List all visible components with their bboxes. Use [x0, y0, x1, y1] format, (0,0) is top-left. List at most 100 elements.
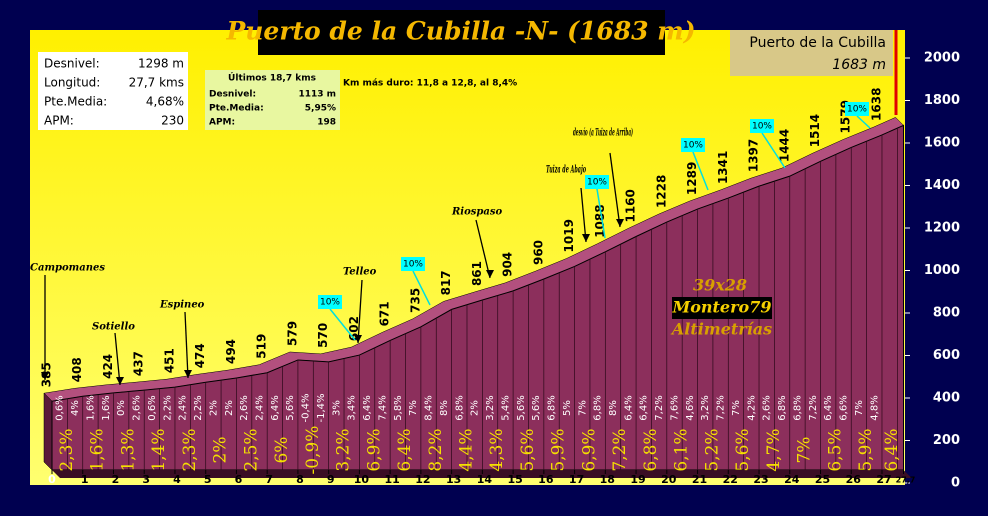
- half-km-grade: 0,6%: [55, 395, 66, 420]
- summit-name: Puerto de la Cubilla: [749, 35, 886, 51]
- elevation-label: 1341: [716, 151, 730, 184]
- x-tick-label: 27,7: [896, 476, 916, 485]
- km-grade: 2,3%: [180, 428, 200, 471]
- summary-label: Pte.Media:: [44, 95, 107, 109]
- x-tick-label: 1: [81, 473, 89, 486]
- km-grade: 3,2%: [334, 428, 354, 471]
- half-km-grade: 3%: [331, 400, 342, 416]
- km-grade: 6%: [272, 437, 292, 464]
- steep-box: [750, 119, 774, 133]
- x-tick-label: 9: [327, 473, 335, 486]
- half-km-grade: 1,6%: [101, 395, 112, 420]
- annotation-arrow: [184, 311, 189, 379]
- km-grade: 2%: [211, 437, 231, 464]
- km-grade: 2,3%: [57, 428, 77, 471]
- x-tick-label: 0: [48, 473, 56, 486]
- x-tick-label: 26: [846, 473, 862, 486]
- elevation-label: 960: [531, 240, 545, 265]
- elevation-label: 408: [70, 357, 84, 382]
- half-km-grade: 2%: [224, 400, 235, 416]
- annotation-arrow: [609, 152, 621, 228]
- steep-box: [318, 295, 342, 309]
- half-km-grade: 4,8%: [869, 395, 880, 420]
- y-tick-label: 800: [933, 306, 960, 321]
- km-grade: 7%: [795, 437, 815, 464]
- half-km-grade: 7,2%: [716, 395, 727, 420]
- x-tick-label: 24: [784, 473, 800, 486]
- half-km-grade: 6,6%: [839, 395, 850, 420]
- x-tick-label: 7: [265, 473, 273, 486]
- x-tick-label: 10: [354, 473, 370, 486]
- half-km-grade: 1,6%: [85, 395, 96, 420]
- half-km-grade: 0,6%: [147, 395, 158, 420]
- half-km-grade: 0%: [116, 400, 127, 416]
- x-tick-label: 8: [296, 473, 304, 486]
- y-tick-label: 1200: [924, 221, 960, 236]
- km-grade: 5,9%: [856, 428, 876, 471]
- elevation-label: 735: [408, 288, 422, 313]
- summary-value: 27,7 kms: [129, 76, 184, 90]
- elevation-label: 1638: [869, 88, 883, 121]
- half-km-grade: 6,8%: [454, 395, 465, 420]
- km-grade: 5,6%: [733, 428, 753, 471]
- half-km-grade: 2,2%: [193, 395, 204, 420]
- half-km-grade: 8%: [439, 400, 450, 416]
- half-km-grade: 6,8%: [777, 395, 788, 420]
- last-section-box: [205, 70, 340, 130]
- x-tick-label: 17: [569, 473, 584, 486]
- km-grade: 1,6%: [88, 428, 108, 471]
- arrow-head: [616, 219, 624, 227]
- half-km-grade: 7%: [408, 400, 419, 416]
- annotation-arrow: [475, 219, 491, 279]
- elevation-label: 437: [132, 351, 146, 376]
- steep-leader: [761, 132, 786, 169]
- half-km-grade: 4%: [70, 400, 81, 416]
- km-grade: 1,3%: [118, 428, 138, 471]
- half-km-grade: 6,4%: [639, 395, 650, 420]
- x-tick-label: 21: [692, 473, 707, 486]
- annotation: Espineo: [159, 300, 205, 311]
- arrow-head: [354, 335, 362, 343]
- arrow-head: [582, 234, 590, 242]
- elevation-label: 451: [162, 348, 176, 373]
- half-km-grade: 3,2%: [700, 395, 711, 420]
- annotation: Riospaso: [451, 207, 503, 218]
- annotation: desvío (a Tuiza de Arriba): [573, 128, 633, 139]
- elevation-label: 424: [101, 354, 115, 379]
- steep-leader: [692, 151, 709, 191]
- x-tick-label: 12: [415, 473, 430, 486]
- hardest-km: Km más duro: 11,8 a 12,8, al 8,4%: [343, 79, 517, 89]
- x-tick-label: 20: [661, 473, 677, 486]
- half-km-grade: 4,2%: [746, 395, 757, 420]
- chart-title: Puerto de la Cubilla -N- (1683 m): [225, 17, 695, 46]
- steep-box: [681, 138, 705, 152]
- credit: Montero79: [672, 298, 772, 317]
- x-tick-label: 18: [600, 473, 615, 486]
- half-km-grade: 7,4%: [377, 395, 388, 420]
- annotation: Telleo: [343, 267, 377, 278]
- credit-box: [672, 297, 772, 319]
- km-grade: 8,2%: [426, 428, 446, 471]
- x-tick-label: 6: [235, 473, 243, 486]
- km-grade: 5,2%: [702, 428, 722, 471]
- annotation-arrow: [580, 187, 587, 243]
- half-km-grade: 2,2%: [162, 395, 173, 420]
- half-km-grade: 5,8%: [393, 395, 404, 420]
- elevation-label: 579: [285, 321, 299, 346]
- km-grade: 6,4%: [395, 428, 415, 471]
- title-box: [258, 10, 665, 55]
- x-tick-label: 15: [507, 473, 522, 486]
- x-tick-label: 14: [477, 473, 493, 486]
- annotation: Sotiello: [92, 322, 135, 333]
- steep-box: [845, 102, 869, 116]
- credit: 39x28: [693, 276, 747, 295]
- half-km-grade: 2,6%: [132, 395, 143, 420]
- half-km-grade: 5,6%: [531, 395, 542, 420]
- km-grade: 7,2%: [610, 428, 630, 471]
- elevation-label: 671: [378, 301, 392, 326]
- half-km-grade: 6,8%: [547, 395, 558, 420]
- y-tick-label: 400: [933, 391, 960, 406]
- half-km-grade: 2%: [470, 400, 481, 416]
- km-grade: 6,8%: [641, 428, 661, 471]
- summary-value: 4,68%: [146, 95, 184, 109]
